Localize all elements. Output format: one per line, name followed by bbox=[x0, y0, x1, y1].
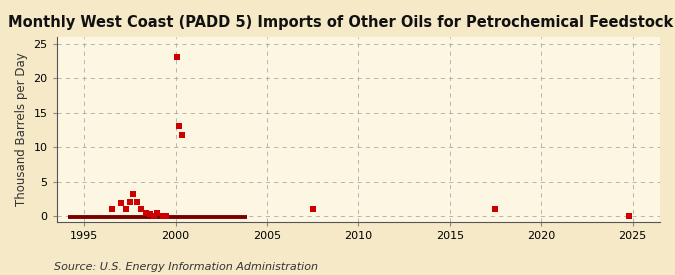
Point bbox=[161, 214, 172, 218]
Y-axis label: Thousand Barrels per Day: Thousand Barrels per Day bbox=[15, 52, 28, 206]
Point bbox=[172, 55, 183, 60]
Point bbox=[115, 201, 126, 205]
Point bbox=[157, 213, 168, 218]
Point bbox=[124, 200, 135, 205]
Point bbox=[128, 192, 139, 196]
Point bbox=[121, 207, 132, 211]
Point bbox=[152, 211, 163, 215]
Point bbox=[136, 207, 146, 211]
Text: Source: U.S. Energy Information Administration: Source: U.S. Energy Information Administ… bbox=[54, 262, 318, 272]
Title: Monthly West Coast (PADD 5) Imports of Other Oils for Petrochemical Feedstock Us: Monthly West Coast (PADD 5) Imports of O… bbox=[8, 15, 675, 30]
Point bbox=[624, 213, 634, 218]
Point bbox=[144, 212, 155, 216]
Point bbox=[141, 211, 152, 215]
Point bbox=[148, 213, 159, 218]
Point bbox=[106, 207, 117, 211]
Point bbox=[490, 207, 501, 211]
Point bbox=[177, 133, 188, 137]
Point bbox=[173, 124, 184, 129]
Point bbox=[307, 207, 318, 211]
Point bbox=[132, 200, 142, 205]
